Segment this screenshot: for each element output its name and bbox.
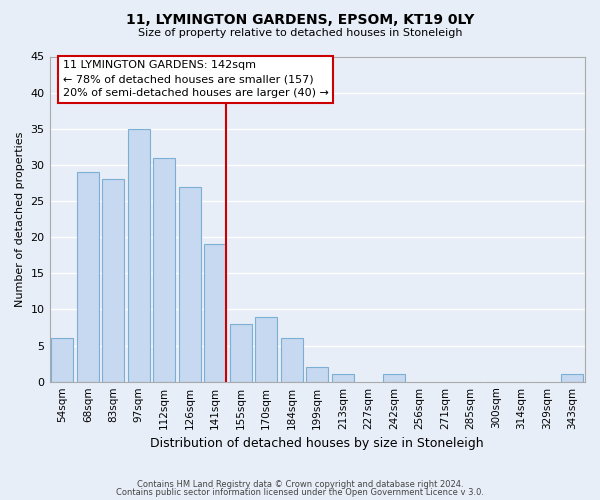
Text: Contains public sector information licensed under the Open Government Licence v : Contains public sector information licen… bbox=[116, 488, 484, 497]
Text: 11 LYMINGTON GARDENS: 142sqm
← 78% of detached houses are smaller (157)
20% of s: 11 LYMINGTON GARDENS: 142sqm ← 78% of de… bbox=[63, 60, 329, 98]
Bar bbox=[562, 374, 583, 382]
Bar bbox=[205, 244, 226, 382]
Bar bbox=[52, 338, 73, 382]
Bar bbox=[154, 158, 175, 382]
Text: Contains HM Land Registry data © Crown copyright and database right 2024.: Contains HM Land Registry data © Crown c… bbox=[137, 480, 463, 489]
Text: 11, LYMINGTON GARDENS, EPSOM, KT19 0LY: 11, LYMINGTON GARDENS, EPSOM, KT19 0LY bbox=[126, 12, 474, 26]
Bar bbox=[307, 367, 328, 382]
Bar bbox=[256, 316, 277, 382]
Bar bbox=[77, 172, 98, 382]
Bar bbox=[103, 180, 124, 382]
Y-axis label: Number of detached properties: Number of detached properties bbox=[15, 132, 25, 307]
Bar bbox=[281, 338, 302, 382]
Bar bbox=[128, 129, 149, 382]
Bar bbox=[230, 324, 251, 382]
X-axis label: Distribution of detached houses by size in Stoneleigh: Distribution of detached houses by size … bbox=[151, 437, 484, 450]
Bar bbox=[332, 374, 353, 382]
Text: Size of property relative to detached houses in Stoneleigh: Size of property relative to detached ho… bbox=[138, 28, 462, 38]
Bar bbox=[179, 186, 200, 382]
Bar bbox=[383, 374, 404, 382]
